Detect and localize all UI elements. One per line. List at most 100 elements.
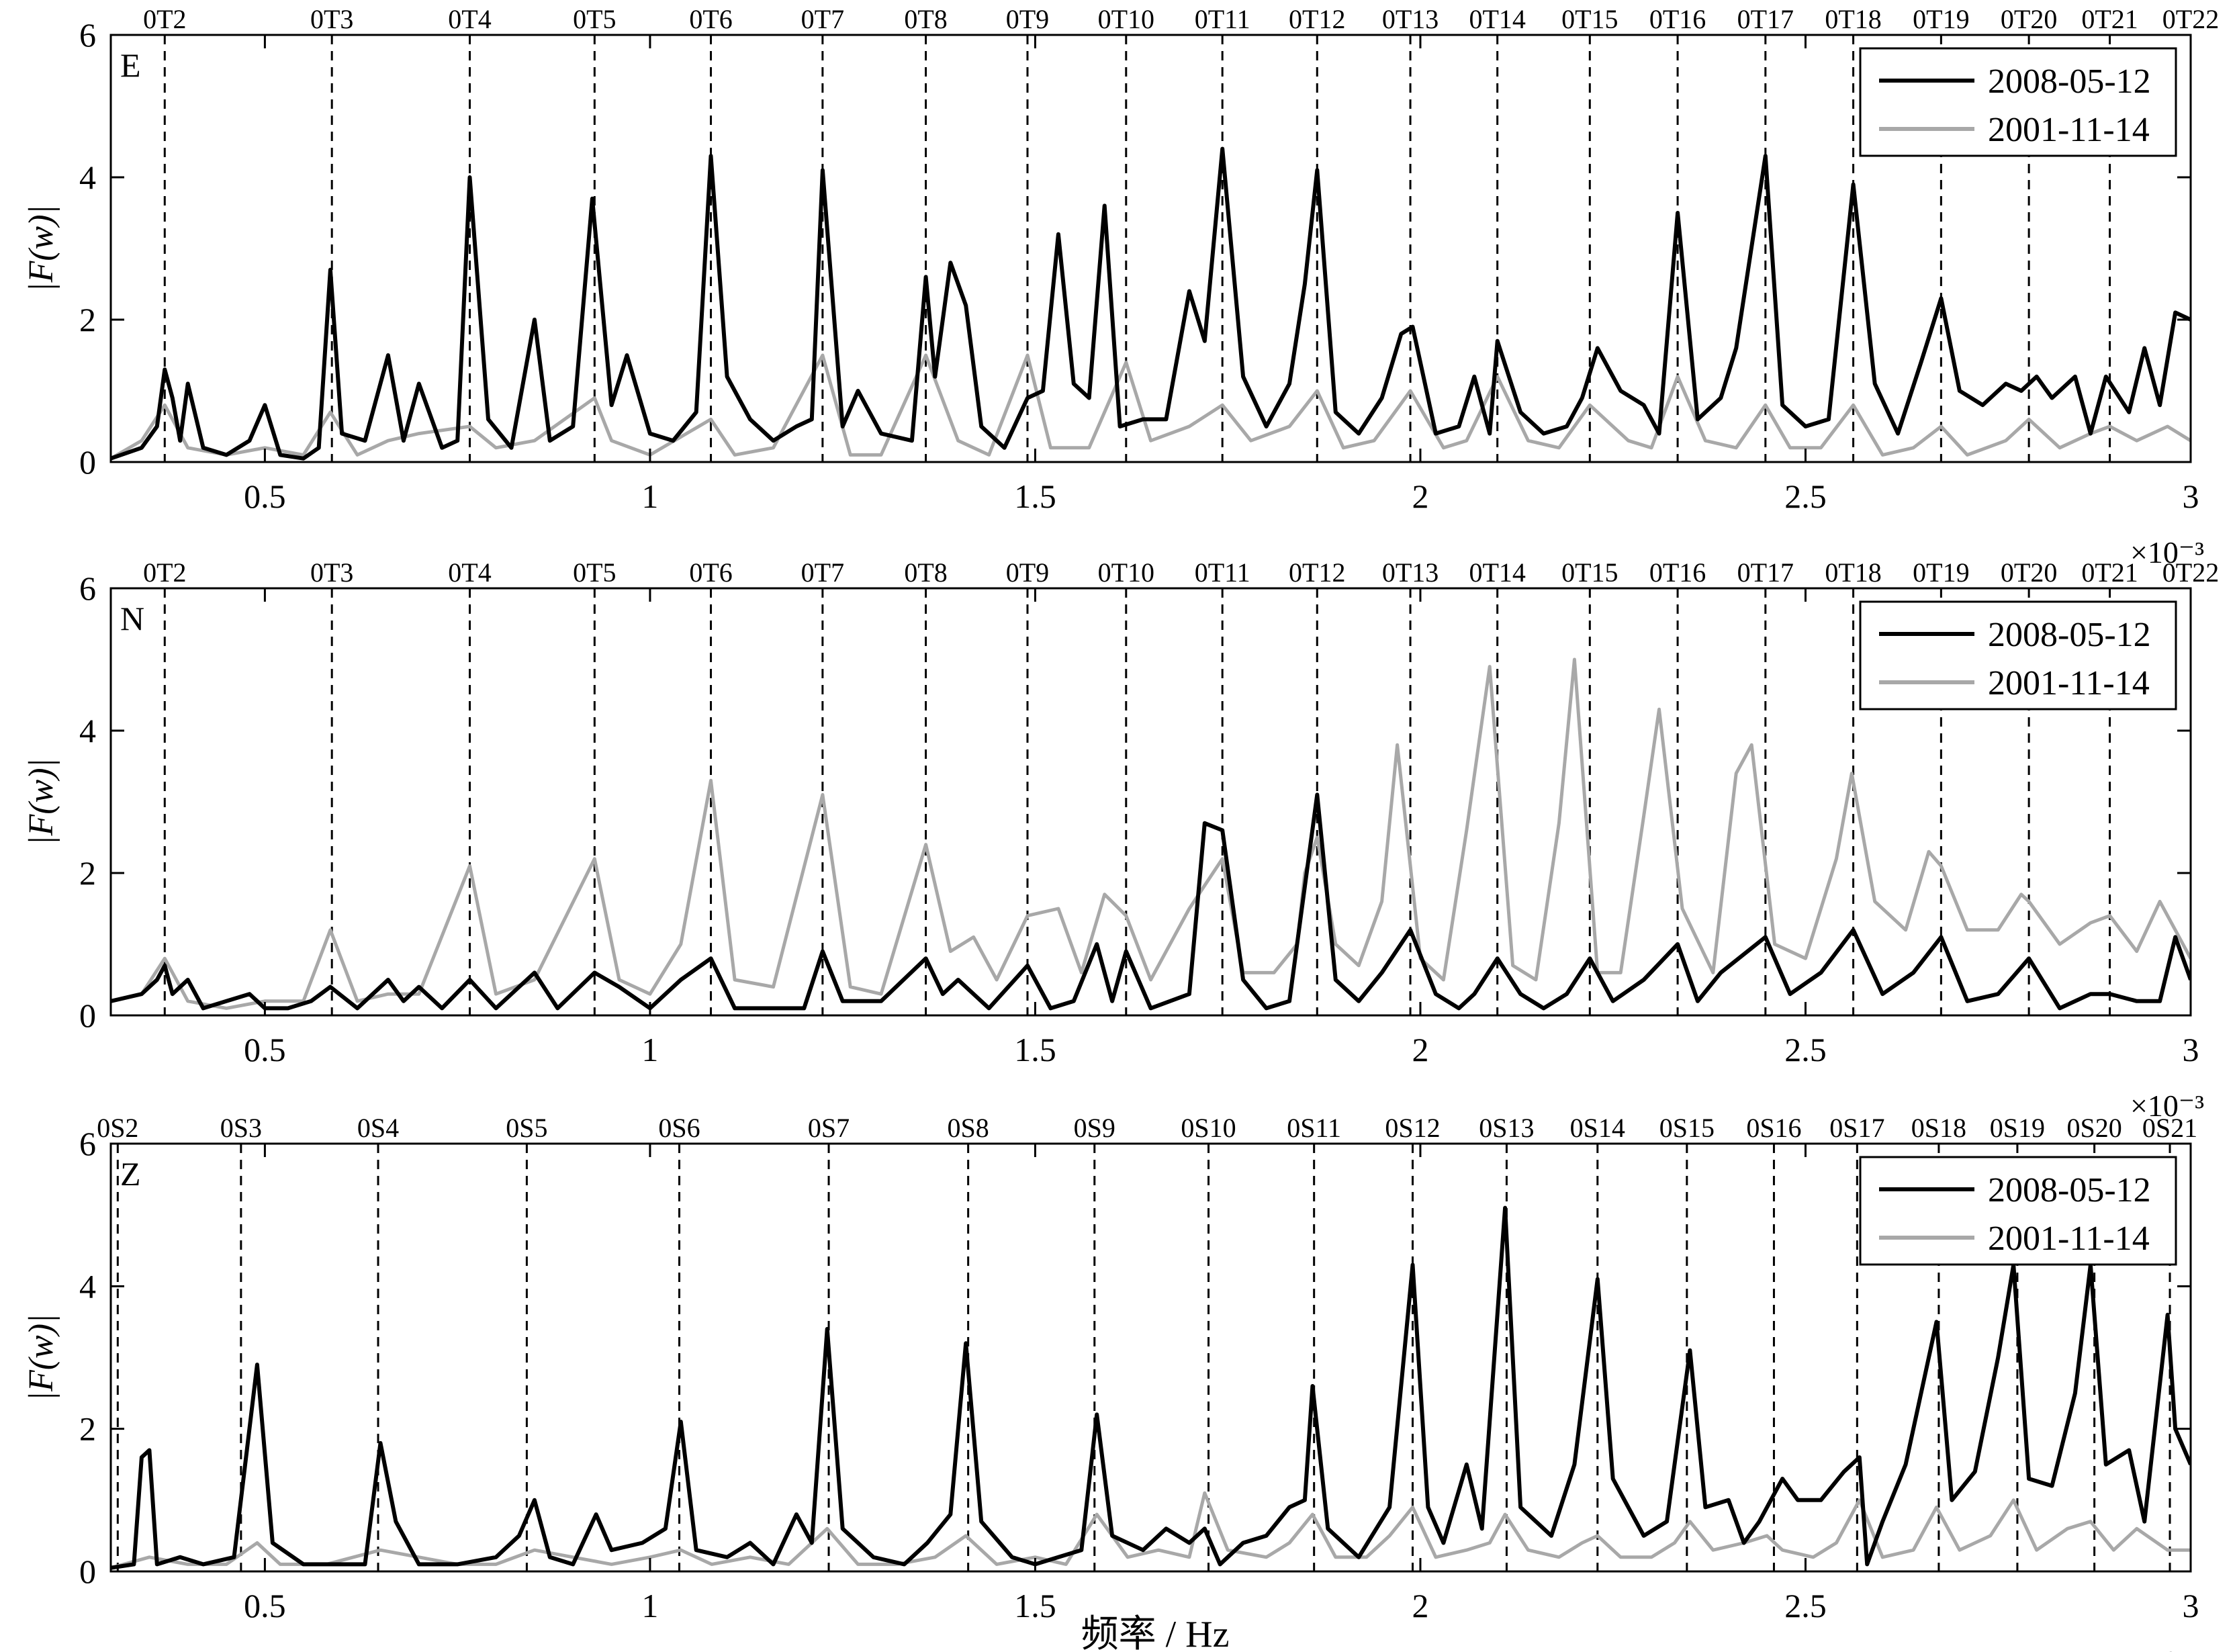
mode-label-0s20: 0S20 — [2066, 1113, 2122, 1143]
y-axis-label: |F(w)| — [22, 1314, 60, 1402]
mode-label-0t13: 0T13 — [1382, 557, 1439, 588]
x-tick-label: 2 — [1412, 1031, 1428, 1068]
legend-box — [1859, 1156, 2177, 1266]
panel-tag: E — [120, 46, 141, 84]
mode-label-0s4: 0S4 — [357, 1113, 399, 1143]
mode-label-0s8: 0S8 — [948, 1113, 989, 1143]
series-line-2008-05-12 — [111, 792, 2191, 1011]
y-tick-label: 4 — [79, 712, 96, 749]
axes-box — [109, 1142, 2192, 1573]
series-line-2001-11-14 — [111, 353, 2191, 460]
mode-label-0t19: 0T19 — [1913, 557, 1969, 588]
mode-label-0s2: 0S2 — [97, 1113, 138, 1143]
mode-label-0t16: 0T16 — [1649, 557, 1706, 588]
x-tick-label: 0.5 — [244, 1587, 286, 1624]
mode-label-0t19: 0T19 — [1913, 4, 1969, 34]
mode-label-0t2: 0T2 — [143, 4, 186, 34]
panel-n: 0T2 0T3 0T4 0T5 0T6 0T7 0T8 0T9 0T10 0T11 0T12 0T13… — [22, 557, 2219, 1123]
x-axis-label: 频率 / Hz — [1081, 1614, 1230, 1652]
y-tick-label: 2 — [79, 1410, 96, 1448]
y-tick-label: 0 — [79, 1553, 96, 1590]
mode-label-0t12: 0T12 — [1289, 4, 1345, 34]
mode-label-0t7: 0T7 — [801, 557, 844, 588]
mode-label-0t9: 0T9 — [1006, 557, 1049, 588]
mode-label-0t2: 0T2 — [143, 557, 186, 588]
panel-tag: Z — [120, 1155, 141, 1193]
mode-label-0t13: 0T13 — [1382, 4, 1439, 34]
legend-label: 2008-05-12 — [1988, 616, 2151, 654]
y-tick-label: 2 — [79, 854, 96, 892]
mode-label-0s5: 0S5 — [506, 1113, 547, 1143]
y-tick-label: 6 — [79, 1125, 96, 1162]
mode-label-0t14: 0T14 — [1469, 4, 1525, 34]
y-tick-label: 6 — [79, 16, 96, 54]
mode-label-0t21: 0T21 — [2081, 4, 2138, 34]
legend-label: 2001-11-14 — [1988, 111, 2150, 149]
legend-label: 2008-05-12 — [1988, 62, 2151, 101]
mode-label-0s13: 0S13 — [1479, 1113, 1534, 1143]
x-tick-label: 1.5 — [1014, 1587, 1056, 1624]
mode-label-0t21: 0T21 — [2081, 557, 2138, 588]
x-exponent-label: ×10⁻³ — [2130, 1645, 2204, 1652]
series-line-2008-05-12 — [111, 1205, 2191, 1570]
x-tick-label: 2.5 — [1784, 1587, 1827, 1624]
y-tick-label: 4 — [79, 1267, 96, 1305]
mode-label-0t15: 0T15 — [1561, 557, 1618, 588]
mode-label-0t18: 0T18 — [1825, 4, 1881, 34]
mode-label-0s21: 0S21 — [2142, 1113, 2197, 1143]
mode-label-0s19: 0S19 — [1990, 1113, 2045, 1143]
mode-label-0t7: 0T7 — [801, 4, 844, 34]
mode-label-0t3: 0T3 — [310, 557, 353, 588]
legend-box — [1859, 600, 2177, 710]
mode-label-0s14: 0S14 — [1570, 1113, 1625, 1143]
mode-label-0t17: 0T17 — [1737, 557, 1794, 588]
x-tick-label: 1 — [641, 1031, 658, 1068]
x-tick-label: 2 — [1412, 1587, 1428, 1624]
x-tick-label: 1.5 — [1014, 1031, 1056, 1068]
x-tick-label: 0.5 — [244, 477, 286, 515]
x-tick-label: 3 — [2183, 477, 2199, 515]
mode-label-0t10: 0T10 — [1098, 4, 1154, 34]
mode-label-0t20: 0T20 — [2001, 4, 2057, 34]
mode-label-0t9: 0T9 — [1006, 4, 1049, 34]
series-line-2008-05-12 — [111, 146, 2191, 461]
mode-label-0t4: 0T4 — [448, 4, 491, 34]
mode-label-0t5: 0T5 — [573, 4, 616, 34]
mode-label-0t10: 0T10 — [1098, 557, 1154, 588]
x-tick-label: 1 — [641, 477, 658, 515]
panels-container: 0T2 0T3 0T4 0T5 0T6 0T7 0T8 0T9 0T10 0T11 0T12 0T13… — [22, 4, 2219, 1652]
y-tick-label: 0 — [79, 997, 96, 1034]
mode-label-0t14: 0T14 — [1469, 557, 1525, 588]
series-line-2001-11-14 — [111, 657, 2191, 1010]
mode-label-0s12: 0S12 — [1385, 1113, 1440, 1143]
x-exponent-label: ×10⁻³ — [2130, 1089, 2204, 1123]
axes-box — [109, 587, 2192, 1017]
mode-label-0t22: 0T22 — [2162, 4, 2219, 34]
y-axis-label: |F(w)| — [22, 205, 60, 292]
mode-label-0t11: 0T11 — [1195, 557, 1250, 588]
mode-label-0s3: 0S3 — [220, 1113, 262, 1143]
mode-label-0t22: 0T22 — [2162, 557, 2219, 588]
mode-label-0s9: 0S9 — [1074, 1113, 1115, 1143]
mode-label-0t6: 0T6 — [689, 4, 732, 34]
mode-label-0t17: 0T17 — [1737, 4, 1794, 34]
mode-label-0s7: 0S7 — [808, 1113, 850, 1143]
mode-label-0t16: 0T16 — [1649, 4, 1706, 34]
y-tick-label: 0 — [79, 443, 96, 481]
x-tick-label: 2 — [1412, 477, 1428, 515]
x-tick-label: 3 — [2183, 1031, 2199, 1068]
x-tick-label: 3 — [2183, 1587, 2199, 1624]
panel-tag: N — [120, 600, 144, 637]
mode-label-0t8: 0T8 — [904, 4, 947, 34]
mode-label-0t5: 0T5 — [573, 557, 616, 588]
mode-label-0t15: 0T15 — [1561, 4, 1618, 34]
mode-label-0t18: 0T18 — [1825, 557, 1881, 588]
mode-label-0t4: 0T4 — [448, 557, 491, 588]
mode-label-0t12: 0T12 — [1289, 557, 1345, 588]
mode-label-0s6: 0S6 — [658, 1113, 700, 1143]
axes-box — [109, 34, 2192, 463]
legend-label: 2001-11-14 — [1988, 1220, 2150, 1258]
y-tick-label: 2 — [79, 301, 96, 338]
x-tick-label: 1.5 — [1014, 477, 1056, 515]
